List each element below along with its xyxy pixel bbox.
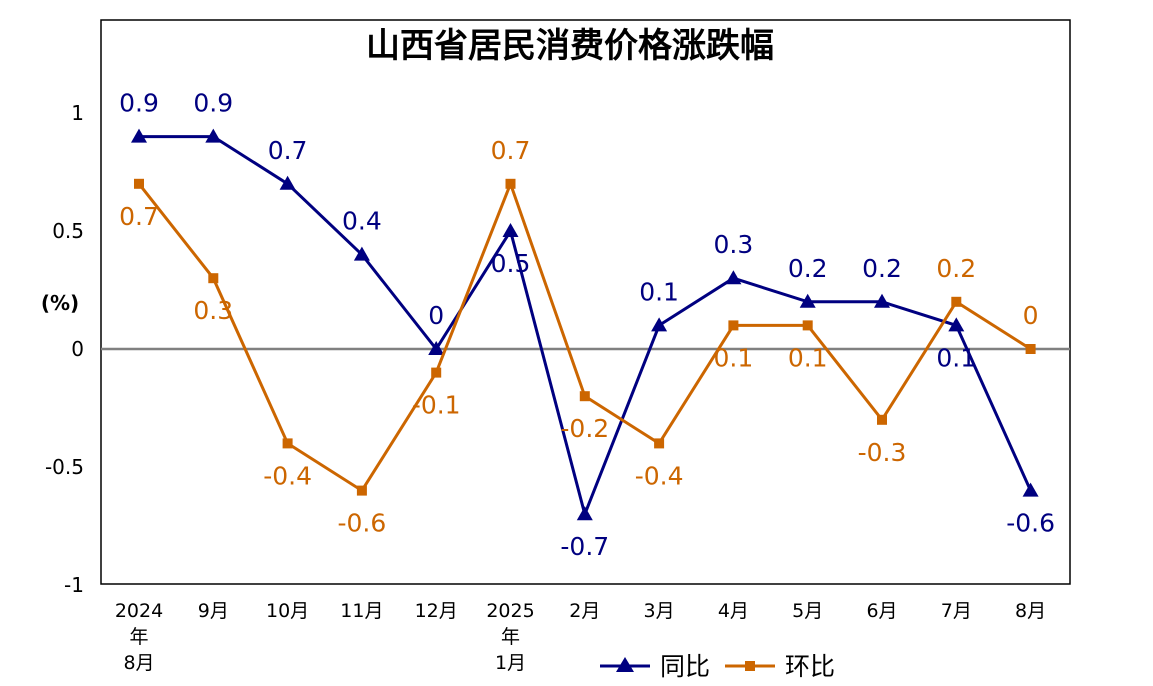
x-tick-label: 10月 [266,600,309,622]
x-tick-label: 2025 [486,600,534,622]
data-label: 0.2 [788,254,828,283]
data-label: 0.1 [936,343,976,372]
data-label: 0.4 [342,207,382,236]
x-tick-label: 2024 [115,600,163,622]
data-label: -0.3 [858,438,907,467]
x-tick-label: 7月 [941,600,972,622]
marker-square-point [1025,344,1036,354]
x-tick-label: 2月 [569,600,600,622]
data-label: -0.4 [263,461,312,490]
data-label: -0.1 [412,391,461,420]
marker-triangle-point [131,128,147,143]
y-axis-ticks: 1 0.5 0 -0.5 -1 [45,101,84,597]
x-tick-label: 8月 [123,652,154,674]
y-tick-label: 0 [71,337,84,361]
data-label: -0.6 [338,509,387,538]
legend-marker-triangle [616,657,634,672]
marker-triangle-point [428,341,445,355]
marker-square-point [654,438,665,449]
data-label: 0.2 [862,254,902,283]
data-label: -0.2 [560,414,609,443]
data-label: 0.3 [714,230,754,259]
marker-square-point [356,485,367,496]
series-layer [131,128,1039,521]
marker-square-point [877,414,887,425]
data-label: 0.7 [119,202,159,231]
x-tick-label: 3月 [644,600,675,622]
marker-triangle-point [1022,482,1039,497]
data-label: 0.9 [193,89,233,118]
x-tick-label: 5月 [792,600,823,622]
marker-square-point [134,178,144,189]
marker-triangle-point [502,223,519,237]
x-tick-label: 6月 [866,600,897,622]
y-axis-unit: (%) [41,291,79,315]
data-label: 0.7 [491,136,531,165]
marker-triangle-point [279,175,296,190]
marker-triangle-point [874,293,890,308]
marker-triangle-point [353,246,370,261]
data-label: 0.3 [193,296,233,325]
data-label: 0.1 [714,343,754,372]
marker-square-point [802,320,813,331]
data-label: 0 [1023,301,1039,330]
marker-square-point [282,438,293,449]
x-tick-label: 11月 [340,600,383,622]
x-tick-label: 8月 [1015,600,1046,622]
marker-square-point [579,391,590,402]
x-tick-label: 年 [129,626,148,648]
y-tick-label: -1 [64,573,84,597]
data-label: 0.7 [268,136,308,165]
data-label: 0.1 [788,343,828,372]
legend-label: 环比 [785,652,835,681]
y-tick-label: 1 [71,101,84,125]
x-axis-ticks: 2024 年 8月 9月 10月 11月 12月 2025 年 1月 2月 3月 4月 5月 6月 7月 8月 [115,600,1046,674]
legend-marker-square [745,661,755,671]
x-tick-label: 9月 [198,600,229,622]
data-label: 0.1 [639,277,679,306]
data-label: -0.6 [1006,509,1055,538]
marker-square-point [208,273,219,284]
x-tick-label: 12月 [415,600,458,622]
chart-title: 山西省居民消费价格涨跌幅 [366,26,774,66]
data-label: 0.9 [119,89,159,118]
data-label: -0.7 [560,532,609,561]
data-label: 0.2 [936,254,976,283]
data-label: 0.5 [491,249,531,278]
marker-triangle-point [948,317,965,332]
x-tick-label: 年 [501,626,520,648]
marker-square-point [431,367,442,378]
legend-label: 同比 [660,652,710,681]
marker-triangle-point [576,506,593,521]
data-label: 0 [428,301,444,330]
x-tick-label: 4月 [718,600,749,622]
marker-square-point [728,320,739,331]
y-tick-label: 0.5 [52,219,84,243]
x-tick-label: 1月 [495,652,526,674]
marker-triangle-point [799,293,816,308]
data-labels: 0.9 0.9 0.7 0.4 0 0.5 -0.7 0.1 0.3 0.2 0.2 0.1 -0.6 0… [119,89,1055,562]
marker-square-point [505,178,516,189]
marker-triangle-point [205,128,222,143]
marker-triangle-point [725,270,742,285]
legend: 同比 环比 [600,652,835,681]
data-label: -0.4 [635,461,684,490]
plot-area-frame [100,19,1071,585]
marker-square-point [951,296,962,307]
y-tick-label: -0.5 [45,455,84,479]
marker-triangle-point [651,317,668,332]
